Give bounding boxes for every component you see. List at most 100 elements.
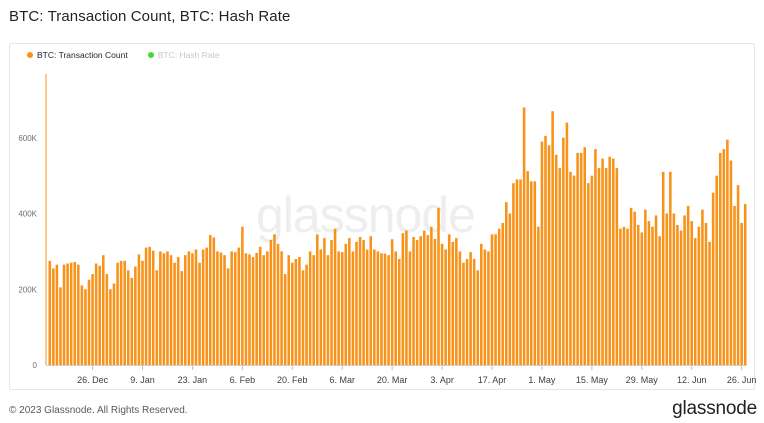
chart-bar[interactable] [644, 209, 647, 365]
chart-bar[interactable] [169, 255, 173, 365]
chart-bar[interactable] [622, 226, 626, 365]
chart-bar[interactable] [119, 260, 123, 365]
chart-bar[interactable] [694, 238, 697, 365]
chart-bar[interactable] [212, 237, 216, 365]
chart-bar[interactable] [394, 251, 397, 366]
chart-bar[interactable] [590, 175, 594, 366]
chart-bar[interactable] [62, 264, 66, 365]
chart-bar[interactable] [522, 107, 526, 365]
chart-bar[interactable] [269, 240, 273, 365]
chart-bar[interactable] [251, 257, 255, 365]
chart-bar[interactable] [626, 228, 629, 365]
chart-bar[interactable] [647, 221, 651, 365]
chart-bar[interactable] [583, 147, 587, 365]
chart-bar[interactable] [180, 271, 184, 365]
chart-bar[interactable] [640, 232, 644, 365]
chart-bar[interactable] [333, 228, 337, 365]
chart-bar[interactable] [130, 277, 134, 365]
chart-bar[interactable] [405, 230, 408, 365]
chart-bar[interactable] [137, 254, 141, 365]
chart-bar[interactable] [679, 230, 683, 365]
chart-bar[interactable] [465, 258, 469, 365]
chart-bar[interactable] [462, 262, 465, 365]
chart-bar[interactable] [258, 246, 262, 365]
chart-bar[interactable] [351, 251, 355, 366]
chart-bar[interactable] [490, 234, 494, 365]
chart-bar[interactable] [166, 251, 169, 366]
chart-bar[interactable] [587, 183, 590, 365]
chart-bar[interactable] [672, 213, 676, 366]
chart-bar[interactable] [540, 141, 544, 365]
chart-bar[interactable] [80, 285, 84, 365]
chart-bar[interactable] [537, 226, 540, 365]
chart-bar[interactable] [69, 262, 73, 365]
chart-bar[interactable] [155, 270, 159, 365]
chart-bar[interactable] [608, 156, 611, 365]
chart-bar[interactable] [219, 252, 223, 365]
chart-bar[interactable] [365, 249, 369, 365]
chart-bar[interactable] [504, 202, 508, 365]
chart-bar[interactable] [116, 262, 119, 365]
chart-bar[interactable] [422, 230, 426, 365]
chart-bar[interactable] [401, 233, 405, 365]
chart-bar[interactable] [305, 264, 308, 365]
chart-bar[interactable] [708, 241, 711, 365]
legend-item-hash-rate[interactable]: BTC: Hash Rate [147, 50, 220, 60]
chart-bar[interactable] [362, 240, 365, 365]
chart-bar[interactable] [565, 122, 569, 365]
chart-bar[interactable] [508, 213, 512, 366]
chart-bar[interactable] [487, 251, 490, 366]
chart-bar[interactable] [554, 154, 558, 365]
chart-bar[interactable] [636, 224, 640, 365]
chart-bar[interactable] [326, 255, 330, 365]
chart-bar[interactable] [629, 207, 633, 365]
chart-bar[interactable] [159, 251, 162, 366]
chart-bar[interactable] [408, 251, 412, 366]
legend-item-transaction-count[interactable]: BTC: Transaction Count [27, 50, 128, 60]
chart-bar[interactable] [547, 145, 551, 365]
chart-bar[interactable] [226, 268, 230, 365]
chart-bar[interactable] [651, 226, 654, 365]
chart-bar[interactable] [529, 181, 533, 365]
chart-bar[interactable] [576, 152, 579, 365]
chart-bar[interactable] [216, 251, 219, 366]
chart-bar[interactable] [187, 251, 191, 366]
chart-bar[interactable] [355, 241, 358, 365]
chart-bar[interactable] [658, 236, 661, 365]
chart-bar[interactable] [298, 257, 301, 365]
chart-bar[interactable] [283, 274, 287, 365]
chart-bar[interactable] [711, 192, 715, 365]
chart-bar[interactable] [569, 171, 572, 365]
chart-bar[interactable] [455, 238, 458, 365]
chart-bar[interactable] [344, 243, 348, 365]
chart-bar[interactable] [369, 236, 373, 365]
chart-bar[interactable] [715, 175, 718, 366]
chart-bar[interactable] [230, 251, 233, 366]
chart-bar[interactable] [743, 204, 747, 365]
chart-bar[interactable] [141, 260, 144, 365]
chart-bar[interactable] [661, 171, 665, 365]
chart-bar[interactable] [447, 234, 451, 365]
chart-bar[interactable] [73, 261, 77, 365]
chart-bar[interactable] [91, 274, 94, 365]
chart-bar[interactable] [98, 265, 101, 365]
chart-bar[interactable] [615, 168, 619, 365]
chart-bar[interactable] [266, 251, 269, 366]
chart-bar[interactable] [426, 235, 430, 365]
chart-bar[interactable] [373, 249, 376, 365]
chart-bar[interactable] [572, 175, 576, 366]
chart-bar[interactable] [291, 262, 294, 365]
chart-bar[interactable] [376, 251, 380, 366]
chart-bar[interactable] [665, 213, 669, 366]
chart-bar[interactable] [87, 279, 91, 365]
chart-bar[interactable] [729, 160, 733, 365]
chart-bar[interactable] [337, 251, 340, 366]
chart-bar[interactable] [494, 234, 497, 365]
chart-bar[interactable] [248, 254, 251, 365]
chart-bar[interactable] [262, 255, 266, 365]
chart-bar[interactable] [323, 238, 326, 365]
chart-bar[interactable] [59, 287, 62, 365]
chart-bar[interactable] [390, 239, 394, 365]
chart-bar[interactable] [669, 171, 672, 365]
chart-bar[interactable] [740, 222, 743, 365]
